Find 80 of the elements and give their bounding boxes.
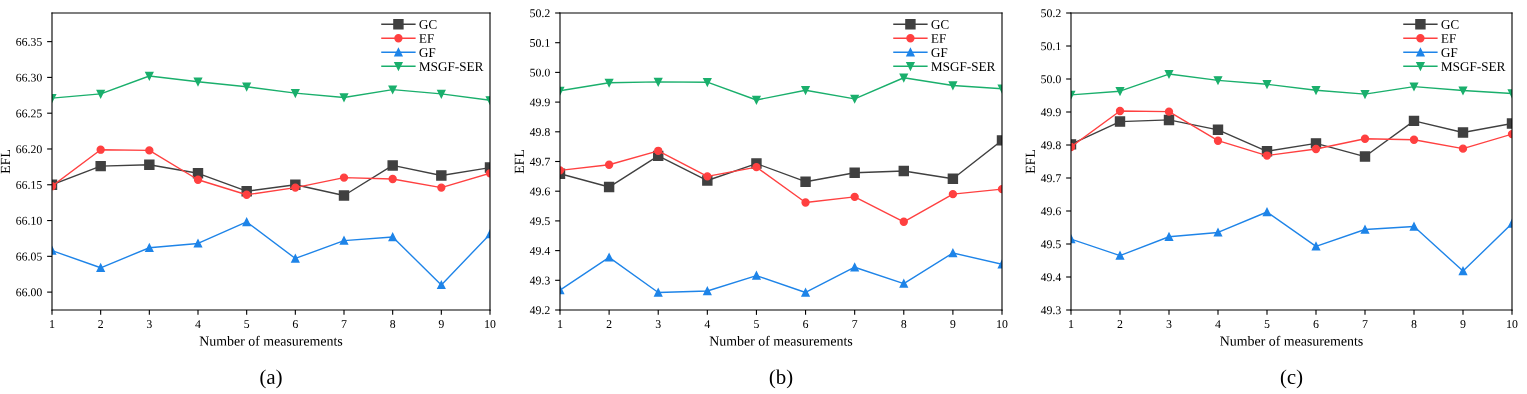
x-tick-label: 8 bbox=[390, 320, 396, 329]
y-tick-label: 66.10 bbox=[16, 216, 42, 225]
y-tick-label: 49.9 bbox=[529, 98, 550, 107]
x-tick-label: 6 bbox=[803, 320, 809, 329]
y-tick-label: 49.4 bbox=[529, 246, 551, 255]
x-tick-label: 2 bbox=[1117, 320, 1123, 328]
y-tick-label: 66.30 bbox=[16, 73, 42, 82]
y-tick-label: 49.7 bbox=[1040, 174, 1061, 183]
legend-label: EF bbox=[419, 34, 434, 43]
y-tick-label: 49.2 bbox=[529, 306, 550, 315]
text: (b) bbox=[769, 369, 793, 389]
x-tick-label: 5 bbox=[754, 320, 759, 329]
x-axis-title: Number of measurements bbox=[709, 335, 853, 346]
x-tick-label: 3 bbox=[146, 320, 152, 329]
y-tick-label: 49.8 bbox=[529, 128, 550, 137]
legend-label: GF bbox=[931, 48, 948, 58]
legend-label: EF bbox=[1441, 34, 1456, 43]
y-tick-label: 49.7 bbox=[529, 157, 550, 166]
y-tick-label: 66.25 bbox=[16, 109, 42, 118]
y-tick-label: 66.20 bbox=[16, 145, 42, 154]
x-tick-label: 8 bbox=[901, 320, 907, 329]
y-tick-label: 49.5 bbox=[1040, 240, 1061, 249]
x-tick-label: 7 bbox=[1362, 320, 1368, 328]
x-tick-label: 9 bbox=[438, 320, 444, 329]
x-tick-label: 6 bbox=[292, 320, 298, 329]
legend-label: GC bbox=[1441, 20, 1459, 29]
y-tick-label: 49.6 bbox=[1040, 207, 1061, 216]
x-tick-label: 4 bbox=[1215, 320, 1221, 328]
y-tick-label: 50.1 bbox=[1041, 42, 1061, 51]
x-axis-title: Number of measurements bbox=[1220, 335, 1363, 346]
text: (c) bbox=[1280, 369, 1303, 389]
x-tick-label: 9 bbox=[1460, 320, 1466, 329]
x-tick-label: 8 bbox=[1411, 320, 1417, 329]
legend-label: GF bbox=[419, 48, 436, 58]
x-tick-label: 1 bbox=[1069, 320, 1074, 328]
legend-label: MSGF-SER bbox=[1441, 62, 1506, 72]
y-tick-label: 49.9 bbox=[1040, 108, 1061, 117]
y-tick-label: 49.3 bbox=[529, 276, 550, 285]
x-tick-label: 10 bbox=[1507, 320, 1518, 329]
x-tick-label: 1 bbox=[558, 320, 563, 328]
y-tick-label: 66.00 bbox=[16, 288, 42, 297]
x-tick-label: 7 bbox=[341, 320, 347, 328]
x-tick-label: 5 bbox=[1264, 320, 1270, 329]
y-tick-label: 50.0 bbox=[530, 68, 550, 77]
x-tick-label: 7 bbox=[852, 320, 858, 328]
y-tick-label: 66.35 bbox=[16, 37, 42, 46]
y-tick-label: 49.3 bbox=[1040, 306, 1061, 315]
y-tick-label: 50.2 bbox=[1041, 9, 1061, 18]
x-tick-label: 1 bbox=[50, 320, 55, 328]
y-axis-title: EFL bbox=[0, 149, 10, 174]
x-tick-label: 4 bbox=[195, 320, 201, 328]
legend-label: MSGF-SER bbox=[931, 62, 996, 72]
text: (a) bbox=[260, 369, 282, 389]
legend-label: GC bbox=[931, 20, 949, 29]
y-axis-title: EFL bbox=[1025, 149, 1035, 174]
y-tick-label: 49.5 bbox=[529, 217, 550, 226]
y-tick-label: 49.8 bbox=[1040, 141, 1061, 150]
legend-label: MSGF-SER bbox=[419, 62, 484, 72]
y-tick-label: 49.6 bbox=[529, 187, 550, 196]
x-tick-label: 2 bbox=[606, 320, 612, 328]
x-axis-title: Number of measurements bbox=[199, 335, 343, 346]
x-tick-label: 10 bbox=[485, 320, 496, 329]
x-tick-label: 10 bbox=[997, 320, 1008, 329]
x-tick-label: 6 bbox=[1313, 320, 1319, 329]
y-tick-label: 50.0 bbox=[1041, 75, 1061, 84]
y-tick-label: 49.4 bbox=[1040, 273, 1062, 282]
legend-label: GC bbox=[419, 20, 437, 29]
x-tick-label: 4 bbox=[704, 320, 711, 328]
x-tick-label: 3 bbox=[1166, 320, 1172, 329]
legend-label: EF bbox=[931, 34, 946, 43]
legend-label: GF bbox=[1441, 48, 1458, 58]
x-tick-label: 9 bbox=[950, 320, 956, 329]
y-tick-label: 66.15 bbox=[16, 181, 42, 190]
x-tick-label: 2 bbox=[98, 320, 103, 328]
y-tick-label: 66.05 bbox=[16, 252, 42, 261]
y-axis-title: EFL bbox=[514, 149, 524, 174]
y-tick-label: 50.2 bbox=[530, 9, 550, 18]
y-tick-label: 50.1 bbox=[530, 38, 550, 47]
x-tick-label: 5 bbox=[244, 320, 250, 329]
x-tick-label: 3 bbox=[655, 320, 661, 329]
